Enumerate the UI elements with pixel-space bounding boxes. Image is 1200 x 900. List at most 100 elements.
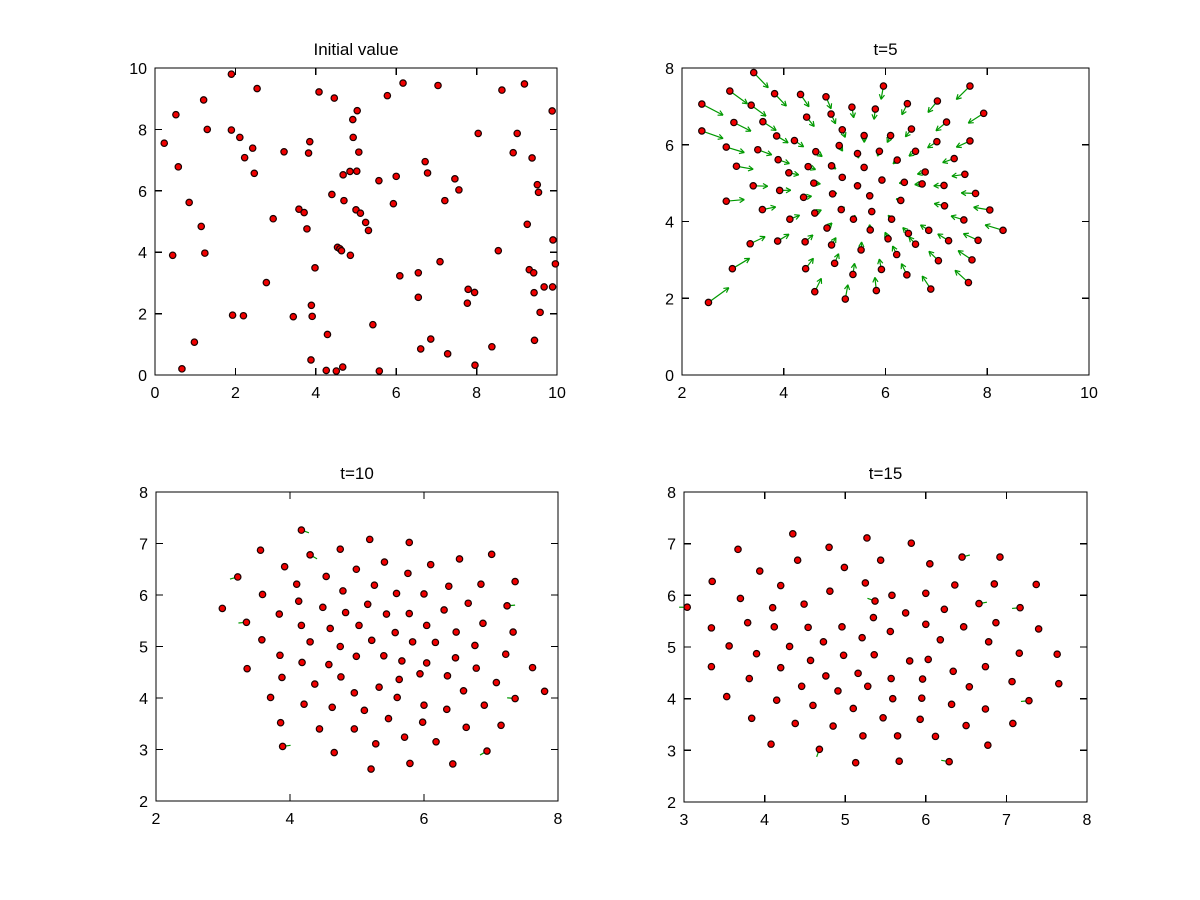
scatter-point: [367, 765, 375, 773]
scatter-point: [315, 725, 324, 733]
scatter-point: [306, 638, 314, 646]
scatter-point: [876, 556, 885, 565]
scatter-point: [799, 193, 808, 202]
scatter-point: [999, 226, 1007, 235]
scatter-point: [455, 555, 464, 563]
scatter-point: [892, 250, 901, 259]
scatter-point: [398, 657, 406, 665]
scatter-point: [422, 621, 431, 630]
velocity-arrow-head: [800, 141, 805, 148]
scatter-point: [416, 345, 425, 353]
x-tick-label: 8: [1083, 812, 1092, 829]
scatter-point: [722, 197, 731, 205]
scatter-point: [926, 285, 935, 293]
scatter-point: [300, 208, 308, 217]
scatter-point: [420, 590, 428, 598]
scatter-point: [160, 139, 169, 148]
scatter-point: [704, 298, 713, 307]
scatter-point: [243, 664, 251, 673]
scatter-point: [815, 745, 824, 754]
scatter-point: [463, 299, 472, 307]
scatter-point: [921, 620, 930, 629]
scatter-point: [276, 651, 284, 660]
velocity-arrow-head: [807, 234, 814, 237]
scatter-point: [441, 196, 449, 205]
scatter-point: [336, 545, 345, 553]
scatter-point: [250, 169, 259, 178]
scatter-point: [227, 126, 236, 134]
x-tick-label: 8: [472, 385, 481, 402]
scatter-point: [992, 618, 1000, 627]
subplot-t10: 2 4 6 8 2 3 4 5 6 7 8 t=10: [139, 464, 562, 828]
scatter-point: [951, 581, 959, 589]
scatter-point: [853, 182, 862, 190]
scatter-point: [297, 526, 306, 534]
scatter-point: [1015, 649, 1024, 658]
scatter-point: [860, 163, 868, 172]
scatter-point: [383, 91, 392, 100]
velocity-arrow-head: [858, 241, 863, 247]
velocity-arrow-head: [793, 174, 799, 177]
scatter-point: [513, 129, 522, 138]
scatter-point: [979, 109, 988, 118]
scatter-point: [337, 673, 345, 681]
scatter-point: [339, 587, 347, 595]
velocity-arrow-head: [760, 114, 767, 117]
velocity-arrow-head: [785, 233, 790, 240]
scatter-point: [323, 330, 332, 339]
scatter-point: [931, 732, 940, 741]
scatter-point: [934, 256, 943, 265]
scatter-point: [837, 205, 846, 214]
velocity-arrow-head: [717, 137, 724, 140]
scatter-point: [172, 110, 180, 119]
velocity-arrow-head: [837, 253, 840, 260]
x-tick-label: 7: [1002, 812, 1011, 829]
scatter-point: [940, 181, 948, 190]
velocity-arrow-shaft: [708, 287, 730, 303]
scatter-point: [854, 669, 862, 678]
scatter-point: [775, 186, 784, 195]
scatter-point: [355, 148, 363, 156]
scatter-point: [332, 367, 341, 375]
velocity-arrow-head: [874, 277, 879, 283]
scatter-point: [276, 718, 285, 727]
scatter-point: [353, 106, 362, 115]
subplot-title: t=15: [869, 464, 903, 483]
x-tick-label: 2: [152, 811, 161, 828]
scatter-point: [809, 179, 818, 187]
velocity-arrow-head: [806, 195, 812, 200]
scatter-point: [346, 167, 354, 176]
velocity-arrow-head: [902, 227, 905, 234]
scatter-point: [903, 99, 912, 108]
velocity-arrow-head: [928, 251, 932, 257]
scatter-point: [877, 265, 886, 274]
velocity-arrow-head: [908, 154, 915, 157]
velocity-arrow-head: [738, 151, 745, 155]
velocity-arrow-head: [908, 236, 915, 240]
scatter-point: [477, 580, 485, 588]
scatter-point: [789, 530, 797, 538]
scatter-point: [248, 144, 257, 152]
velocity-arrow-head: [937, 233, 942, 240]
scatter-point: [452, 628, 460, 636]
scatter-point: [866, 226, 875, 234]
scatter-point: [911, 240, 920, 248]
scatter-point: [827, 241, 836, 249]
plot-box: [155, 491, 559, 802]
scatter-point: [256, 546, 265, 554]
scatter-point: [336, 642, 345, 651]
scatter-point: [451, 654, 460, 662]
scatter-point: [871, 105, 880, 113]
scatter-point: [893, 156, 902, 164]
scatter-point: [298, 658, 306, 667]
scatter-point: [879, 713, 887, 722]
velocity-arrow-head: [958, 250, 964, 252]
scatter-point: [294, 597, 303, 605]
scatter-point: [985, 206, 994, 214]
scatter-point: [405, 538, 414, 547]
scatter-point: [785, 168, 793, 177]
velocity-arrow-head: [954, 270, 958, 276]
scatter-point: [414, 268, 423, 277]
scatter-point: [379, 651, 388, 660]
velocity-arrow-head: [973, 206, 979, 212]
